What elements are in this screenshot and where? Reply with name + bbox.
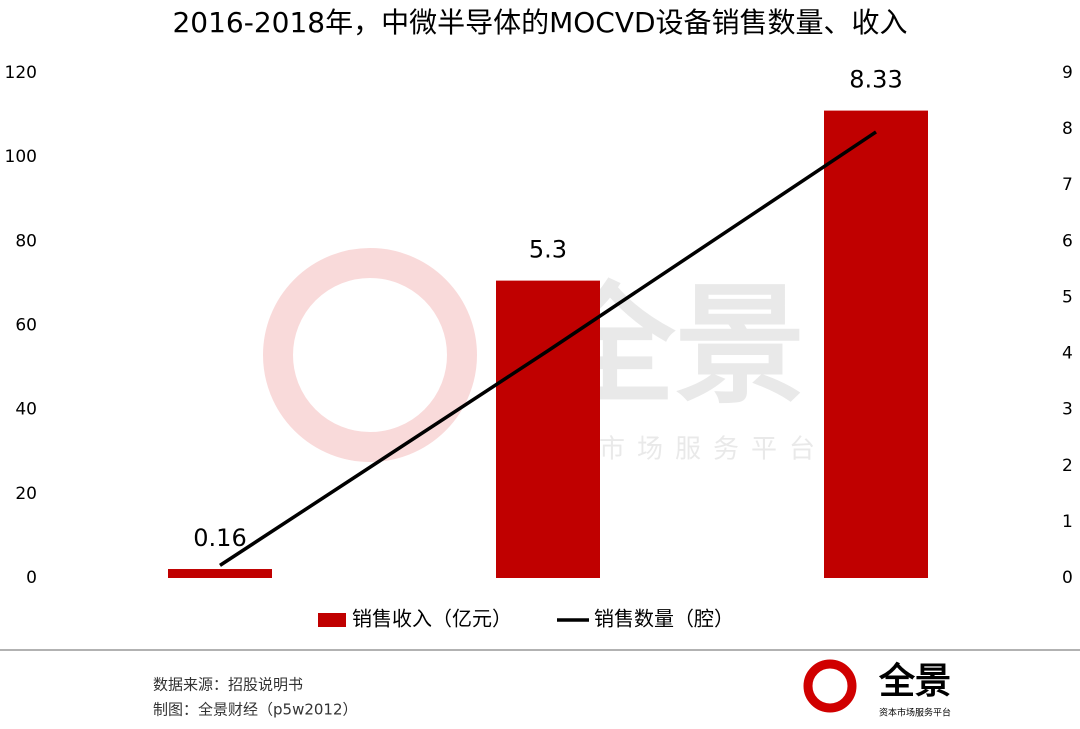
y2-tick-label: 2 <box>1062 456 1073 476</box>
y2-tick-label: 1 <box>1062 512 1073 532</box>
y2-tick-label: 5 <box>1062 287 1073 307</box>
y-tick-label: 100 <box>5 147 37 167</box>
y-tick-label: 60 <box>15 316 37 336</box>
y-tick-label: 120 <box>5 63 37 83</box>
y2-tick-label: 4 <box>1062 344 1073 364</box>
value-label: 0.16 <box>193 524 246 552</box>
value-label: 5.3 <box>529 236 567 264</box>
value-label: 8.33 <box>849 66 902 94</box>
y2-tick-label: 9 <box>1062 63 1073 83</box>
y2-tick-label: 3 <box>1062 400 1073 420</box>
logo-sub: 资本市场服务平台 <box>879 707 951 719</box>
legend-swatch <box>318 613 346 627</box>
y2-tick-label: 0 <box>1062 568 1073 588</box>
logo-text: 全景 <box>878 660 951 702</box>
logo-mark <box>803 659 857 713</box>
legend-label: 销售数量（腔） <box>594 607 734 631</box>
y-tick-label: 20 <box>15 484 37 504</box>
y2-tick-label: 6 <box>1062 231 1073 251</box>
y-tick-label: 40 <box>15 400 37 420</box>
bar <box>496 280 600 578</box>
watermark-ring <box>263 248 477 462</box>
source: 数据来源：招股说明书 <box>153 676 303 694</box>
credit: 制图：全景财经（p5w2012） <box>153 701 358 719</box>
line <box>219 130 877 567</box>
y-tick-label: 80 <box>15 231 37 251</box>
y2-tick-label: 8 <box>1062 119 1073 139</box>
y-tick-label: 0 <box>26 568 37 588</box>
bar <box>824 110 928 578</box>
chart-title: 2016-2018年，中微半导体的MOCVD设备销售数量、收入 <box>172 6 907 39</box>
y2-tick-label: 7 <box>1062 175 1073 195</box>
legend-label: 销售收入（亿元） <box>352 607 512 631</box>
bar <box>168 569 272 578</box>
